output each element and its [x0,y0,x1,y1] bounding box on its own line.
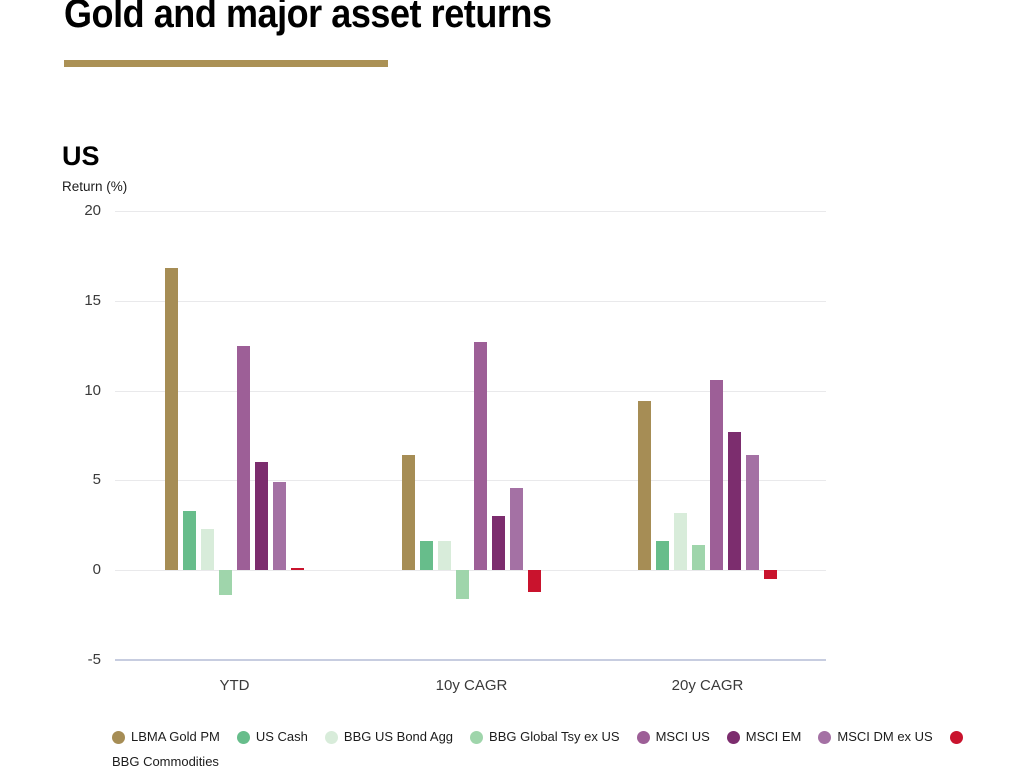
y-tick-label-20: 20 [84,202,101,219]
legend-row-1: LBMA Gold PM US Cash BBG US Bond Agg BBG Gl… [112,726,1012,751]
legend-label: LBMA Gold PM [131,729,220,744]
bar-bbg-us-bond-agg-ytd [201,528,214,571]
legend-label: US Cash [255,729,308,744]
y-tick-label-15: 15 [84,291,101,309]
legend-swatch-icon [818,730,832,744]
bar-msci-us-20y-cagr [710,379,723,571]
bar-lbma-gold-pm-ytd [165,268,178,571]
bar-us-cash-20y-cagr [656,541,669,571]
legend-row-2: BBG Commodities [112,751,1012,768]
legend-label-wrapped: BBG Commodities [112,753,219,768]
legend-item-msci-dm-ex-us: MSCI DM ex US [818,726,933,748]
legend-swatch-icon [636,730,650,744]
bar-chart-plot-area: 20 15 10 5 0 -5 YTD 10y CAGR 20y CAGR [84,202,826,694]
bar-msci-em-ytd [255,462,268,571]
legend-label: MSCI US [655,729,710,744]
legend-swatch-icon [726,730,740,744]
x-category-label-10y-cagr: 10y CAGR [435,677,508,694]
legend-label: BBG US Bond Agg [343,729,454,744]
y-axis-unit-label: Return (%) [62,179,128,194]
y-tick-label-10: 10 [84,381,101,399]
legend-swatch-icon [324,730,338,744]
y-tick-label-5: 5 [92,471,101,489]
legend-label: MSCI DM ex US [837,729,933,744]
gridline-y-20 [115,211,826,212]
bar-bbg-commodities-ytd [291,568,304,571]
bar-bbg-commodities-20y-cagr [764,570,777,580]
bar-msci-dm-ex-us-10y-cagr [510,487,523,571]
bar-msci-em-10y-cagr [492,516,505,571]
bar-lbma-gold-pm-10y-cagr [402,455,415,571]
legend-swatch-icon [470,730,484,744]
legend-item-us-cash: US Cash [236,726,308,748]
legend-item-bbg-global-tsy-ex-us: BBG Global Tsy ex US [470,726,620,748]
bar-bbg-us-bond-agg-10y-cagr [438,541,451,571]
bar-us-cash-10y-cagr [420,541,433,571]
gridline-y-5 [115,480,826,482]
y-tick-label-0: 0 [92,561,101,579]
bar-bbg-global-tsy-ex-us-20y-cagr [692,545,705,571]
gridline-y-0 [115,570,826,572]
title-accent-divider [64,60,388,67]
bar-bbg-commodities-10y-cagr [528,570,541,592]
bar-bbg-global-tsy-ex-us-ytd [219,570,232,596]
page-title: Gold and major asset returns [64,0,552,36]
legend-label: MSCI EM [745,729,802,744]
legend-item-bbg-commodities [949,730,969,744]
gridline-y-15 [115,300,826,302]
legend-item-msci-em: MSCI EM [726,726,802,748]
bar-us-cash-ytd [183,510,196,571]
bar-msci-us-10y-cagr [474,342,487,571]
legend-item-bbg-us-bond-agg: BBG US Bond Agg [324,726,454,748]
legend-label: BBG Global Tsy ex US [489,729,620,744]
legend-item-lbma-gold-pm: LBMA Gold PM [112,726,220,748]
bar-lbma-gold-pm-20y-cagr [638,401,651,571]
chart-legend: LBMA Gold PM US Cash BBG US Bond Agg BBG Gl… [112,726,1012,768]
bar-msci-us-ytd [237,345,250,571]
bar-bbg-global-tsy-ex-us-10y-cagr [456,570,469,599]
x-category-label-ytd: YTD [219,677,250,694]
x-category-label-20y-cagr: 20y CAGR [671,677,744,694]
y-tick-label--5: -5 [87,651,101,668]
gridline-y-10 [115,390,826,392]
legend-swatch-icon [236,730,250,744]
bar-msci-em-20y-cagr [728,431,741,571]
legend-swatch-icon [112,730,125,744]
x-axis-line [115,659,826,661]
legend-swatch-icon [949,730,963,744]
chart-section-heading: US [62,141,100,171]
legend-item-msci-us: MSCI US [636,726,710,748]
bar-bbg-us-bond-agg-20y-cagr [674,512,687,571]
bar-msci-dm-ex-us-ytd [273,482,286,571]
bar-msci-dm-ex-us-20y-cagr [746,455,759,571]
